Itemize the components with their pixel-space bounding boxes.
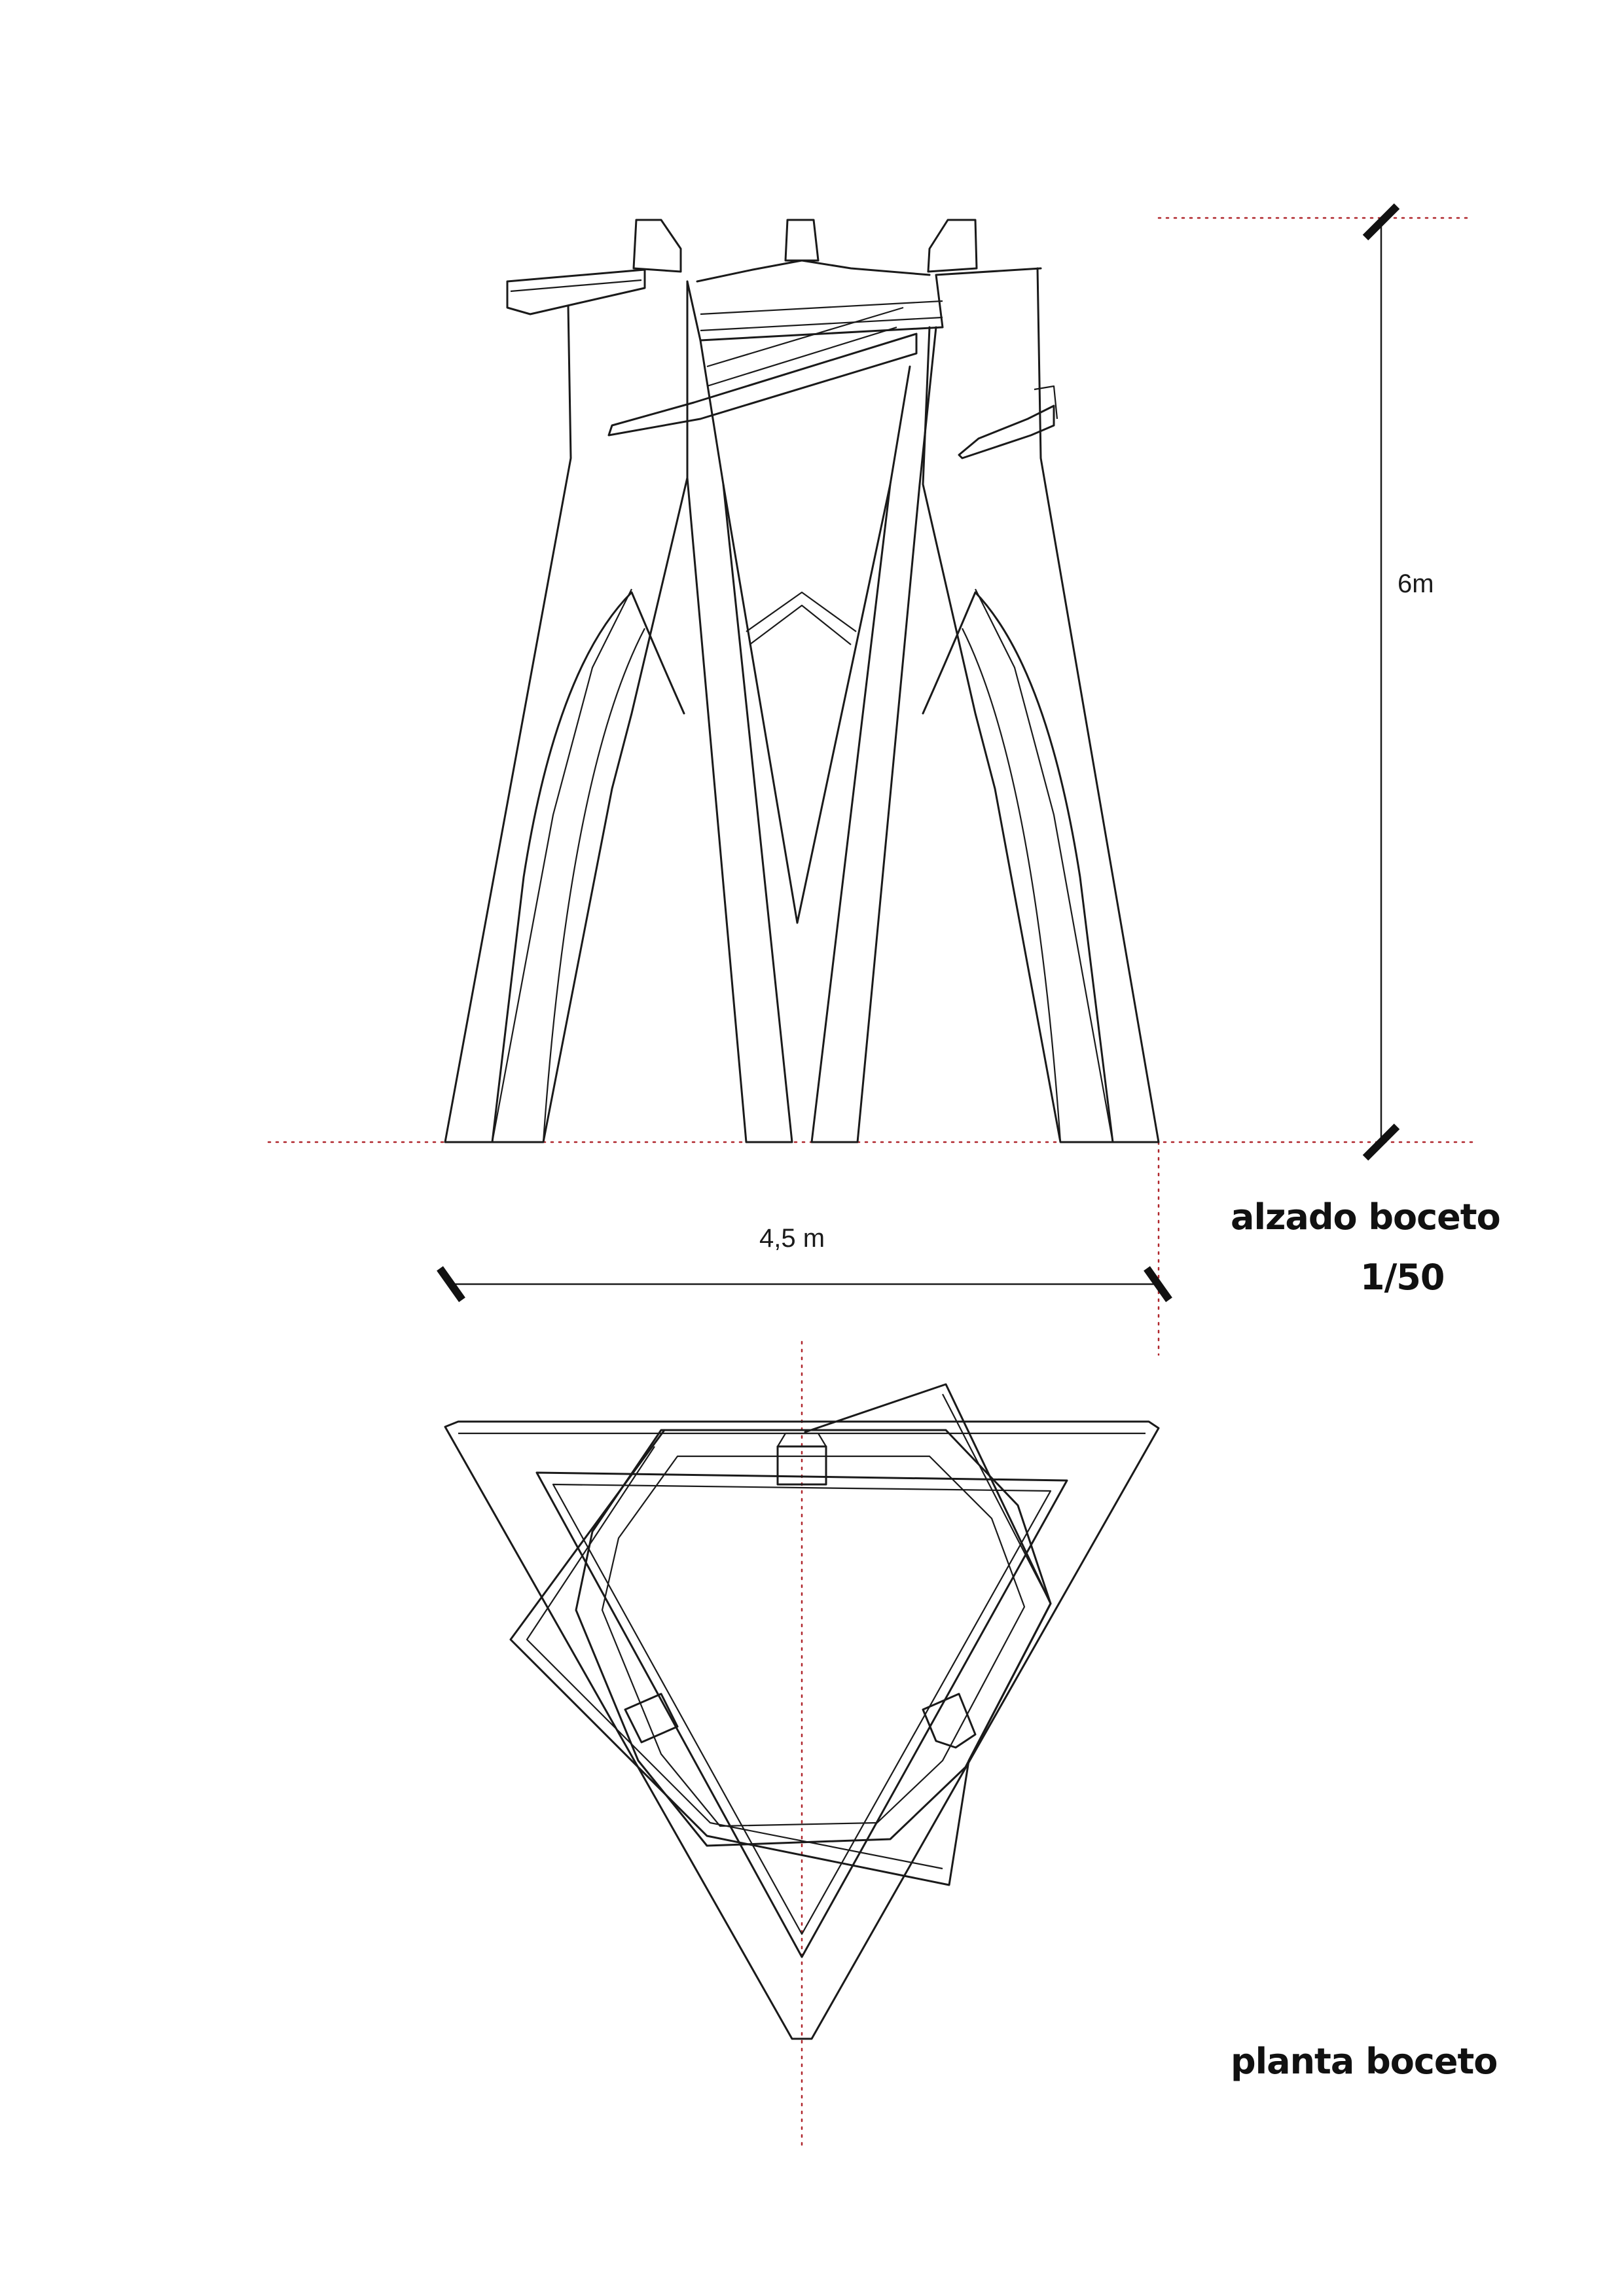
crown-band — [700, 300, 943, 332]
right-arm — [958, 404, 1055, 459]
width-label: 4,5 m — [759, 1224, 825, 1253]
height-label: 6m — [1398, 569, 1434, 598]
twisted-frame-inner — [526, 1393, 1048, 1870]
center-left-leg — [686, 339, 793, 1143]
left-leg — [444, 280, 689, 1143]
crossing-brace-detail — [706, 306, 904, 387]
elevation-drawing — [444, 219, 1160, 1143]
crown-ring — [686, 267, 1042, 342]
right-leg — [922, 267, 1160, 1143]
center-arch — [746, 591, 857, 632]
left-arch-inner — [542, 628, 645, 1143]
height-dimension-tick-bottom — [1362, 1123, 1400, 1161]
finial-center — [784, 219, 820, 262]
twisted-frame — [509, 1383, 1052, 1886]
joint-right — [922, 1693, 977, 1749]
joint-top-cap — [777, 1432, 827, 1447]
hexagonal-ring — [575, 1429, 1052, 1847]
plan-title: planta boceto — [1231, 2041, 1497, 2082]
width-dimension: 4,5 m — [437, 1224, 1172, 1302]
width-dimension-tick-right — [1144, 1266, 1172, 1302]
center-right-leg — [810, 326, 937, 1143]
center-v-notch — [722, 483, 892, 924]
finial-right — [927, 219, 978, 273]
elevation-scale: 1/50 — [1360, 1257, 1444, 1298]
height-dimension-tick-top — [1362, 203, 1400, 241]
height-dimension: 6m — [1362, 203, 1434, 1161]
reference-lines — [267, 217, 1477, 2148]
crossing-brace — [607, 332, 918, 437]
elevation-title: alzado boceto — [1231, 1196, 1500, 1238]
center-arch-inner — [749, 604, 852, 645]
right-arm-ring — [1034, 385, 1058, 420]
left-arm — [506, 268, 646, 315]
finial-left — [632, 219, 682, 273]
right-leg-inner-edge — [975, 588, 1114, 1143]
width-dimension-tick-left — [437, 1266, 465, 1302]
left-arm-detail — [510, 279, 642, 293]
left-leg-inner-edge — [491, 588, 632, 1143]
joint-top — [776, 1445, 827, 1486]
crown-top — [696, 259, 931, 283]
joint-left — [624, 1693, 679, 1744]
plan-drawing — [444, 1383, 1160, 2040]
outer-triangle — [444, 1420, 1160, 2040]
hexagonal-ring-inner — [601, 1455, 1026, 1827]
right-arch — [922, 591, 1114, 1143]
inner-triangle — [535, 1471, 1068, 1958]
left-arch — [491, 591, 685, 1143]
inner-triangle-edge — [552, 1483, 1052, 1935]
right-arch-inner — [962, 628, 1062, 1143]
